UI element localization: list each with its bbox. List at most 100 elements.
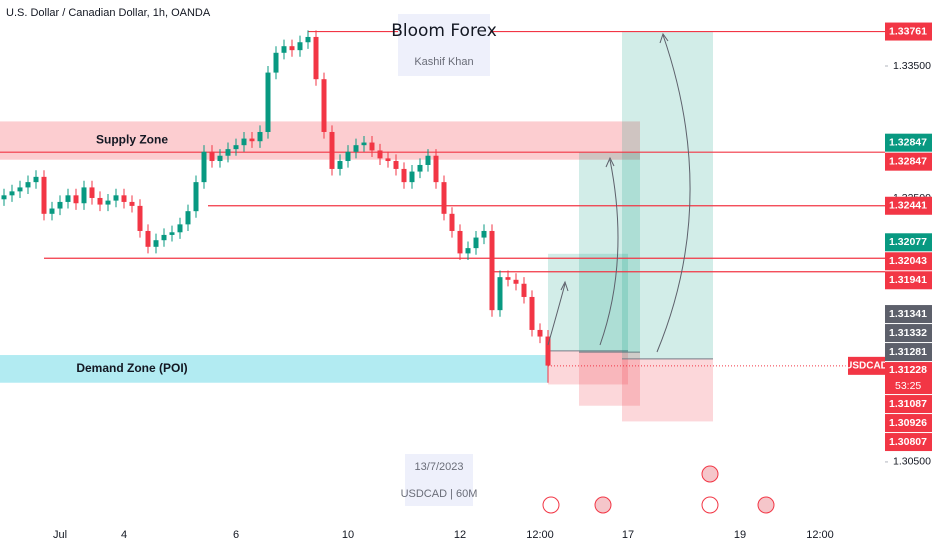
countdown: 53:25 <box>895 380 921 392</box>
arrow-head <box>605 156 615 168</box>
candle-body <box>185 211 191 225</box>
current-price: 1.31228 <box>889 364 927 376</box>
position-target <box>622 31 713 359</box>
event-icon <box>594 496 612 514</box>
candle-body <box>385 158 391 162</box>
candle-body <box>289 46 295 51</box>
candle-body <box>153 240 159 247</box>
arrow <box>656 34 691 353</box>
event-icons <box>542 465 775 514</box>
watermark-symbol: USDCAD | 60M <box>401 488 478 500</box>
candle-body <box>297 42 303 51</box>
candle-body <box>1 195 7 200</box>
symbol-label-text: USDCAD <box>845 360 888 371</box>
x-tick-label: 10 <box>342 529 354 541</box>
candle-body <box>521 283 527 297</box>
chart-title: U.S. Dollar / Canadian Dollar, 1h, OANDA <box>6 7 211 19</box>
candle-body <box>361 142 367 146</box>
candle-body <box>257 131 263 142</box>
candle-body <box>241 138 247 146</box>
candle-body <box>489 230 495 311</box>
candle-body <box>449 213 455 231</box>
candle-body <box>81 187 87 204</box>
candle-body <box>313 36 319 80</box>
candle-body <box>97 197 103 205</box>
candle-body <box>505 277 511 280</box>
candle-body <box>497 277 503 311</box>
candle-body <box>177 224 183 233</box>
price-label-box <box>885 22 932 41</box>
candle-body <box>409 171 415 183</box>
candle-body <box>17 187 23 192</box>
position-target <box>579 152 640 353</box>
candle-body <box>321 79 327 132</box>
price-label: 1.32441 <box>889 200 927 212</box>
arrow-head <box>560 280 569 292</box>
candle-body <box>137 205 143 231</box>
price-label-box <box>885 152 932 171</box>
candle-body <box>73 195 79 204</box>
candle-body <box>49 208 55 214</box>
symbol-label <box>848 356 885 375</box>
candle-body <box>145 230 151 247</box>
x-tick-label: 4 <box>121 529 127 541</box>
price-label: 1.32077 <box>889 236 927 248</box>
candle-body <box>529 296 535 330</box>
candle-body <box>225 149 231 156</box>
price-label-box <box>885 252 932 271</box>
candle-body <box>433 155 439 183</box>
current-price-box <box>885 362 932 395</box>
price-label-box <box>885 233 932 252</box>
candle-body <box>481 230 487 238</box>
candle-body <box>105 200 111 205</box>
position-stop <box>548 350 628 385</box>
price-label: 1.33761 <box>889 25 927 37</box>
candle-body <box>513 279 519 284</box>
price-label-box <box>885 414 932 433</box>
axis-layer: Jul 4 6 10 12 12:00 17 19 12:00 USDCAD 1.33500 1.32… <box>53 22 932 541</box>
candle-body <box>161 234 167 241</box>
candle-body <box>329 131 335 169</box>
candle-body <box>393 161 399 169</box>
arrow <box>599 159 619 346</box>
zone <box>0 121 640 160</box>
candle-body <box>417 164 423 172</box>
x-tick-label: 12:00 <box>526 529 554 541</box>
candle-body <box>441 182 447 214</box>
candle-body <box>305 36 311 43</box>
candle-body <box>89 187 95 198</box>
price-label-box <box>885 395 932 414</box>
candle-body <box>113 195 119 201</box>
price-label: 1.31341 <box>889 308 927 320</box>
candle-body <box>457 230 463 254</box>
position-target <box>548 253 628 351</box>
price-label-box <box>885 343 932 362</box>
candle-body <box>369 142 375 151</box>
candle-body <box>537 329 543 337</box>
x-tick-label: 12 <box>454 529 466 541</box>
watermark-box <box>405 454 473 506</box>
candle-body <box>377 150 383 159</box>
candle-body <box>65 195 71 202</box>
price-label-box <box>885 433 932 452</box>
watermark-author: Kashif Khan <box>414 56 473 68</box>
candle-body <box>57 201 63 209</box>
time-axis <box>0 520 885 550</box>
price-label: 1.32043 <box>889 255 927 267</box>
candle-body <box>9 191 15 196</box>
candle-body <box>217 155 223 162</box>
event-icon <box>701 465 719 483</box>
candle-body <box>265 72 271 132</box>
x-tick-label: 12:00 <box>806 529 834 541</box>
candle-body <box>25 182 31 188</box>
price-label: 1.31281 <box>889 346 927 358</box>
event-icon <box>542 496 560 514</box>
candle-body <box>233 145 239 150</box>
candle-body <box>169 232 175 235</box>
candle-body <box>201 151 207 183</box>
price-label-box <box>885 324 932 343</box>
y-tick-label: 1.33500 <box>893 60 931 72</box>
watermark-box <box>398 14 490 76</box>
price-label-box <box>885 133 932 152</box>
